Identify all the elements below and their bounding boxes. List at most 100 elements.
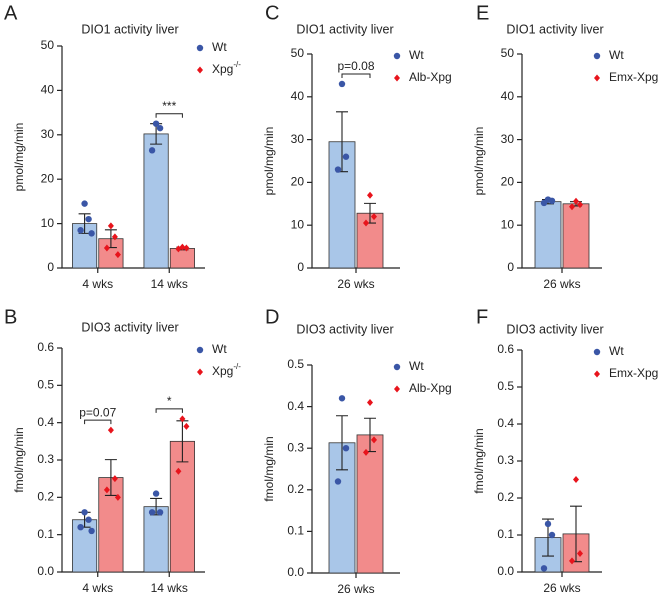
chart-title: DIO3 activity liver [81,320,178,334]
y-tick-label: 0 [47,260,54,274]
y-tick-label: 20 [41,171,55,185]
legend-superscript: -/- [233,60,241,69]
data-point [88,527,95,535]
legend-name: Wt [409,48,424,62]
legend-marker [593,348,601,356]
legend-label: Wt [409,48,424,62]
x-tick-label: 26 wks [337,277,374,291]
data-point [152,490,160,497]
data-point [179,415,186,423]
x-tick-label: 14 wks [151,581,188,595]
legend-marker [197,66,203,74]
chart-title: DIO1 activity liver [81,22,178,36]
data-point [103,244,110,252]
y-tick-label: 0 [507,260,514,274]
axes [521,54,602,269]
data-point [540,565,548,572]
y-tick-label: 0.5 [497,379,514,393]
data-point [334,166,342,173]
data-point [175,245,182,253]
data-point [342,445,350,452]
y-tick-label: 0.0 [37,564,54,578]
data-point [107,222,114,230]
legend-marker [394,74,400,82]
data-point [569,557,575,565]
data-point [338,80,346,88]
data-point [175,467,182,475]
y-tick-label: 10 [501,217,515,231]
error-bar [336,415,348,471]
y-tick-label: 40 [501,89,515,103]
x-tick-label: 26 wks [337,582,374,596]
data-point [77,524,84,531]
data-point [81,200,88,207]
y-tick-label: 0.1 [287,524,304,538]
y-tick-label: 50 [291,46,305,60]
y-tick-label: 0.5 [37,378,54,392]
panel-letter: D [265,306,279,328]
data-point [85,516,92,523]
data-point [183,244,190,252]
data-point [85,215,92,223]
data-point [103,486,110,494]
legend-name: Wt [409,359,424,373]
legend-name: Wt [609,344,624,358]
data-point [81,509,88,516]
y-tick-label: 10 [41,216,55,230]
legend-label: Wt [609,344,624,358]
data-point [367,191,373,199]
legend-name: Wt [212,342,227,356]
panel-letter: C [265,2,279,24]
y-tick-label: 0 [297,260,304,274]
annotation: p=0.08 [337,59,374,73]
y-tick-label: 10 [291,217,305,231]
data-point [371,213,377,221]
significance-bracket [155,113,183,118]
axes [311,365,400,574]
y-axis-label: pmol/mg/min [12,123,26,192]
y-tick-label: 0.3 [37,452,54,466]
legend-label: Wt [212,40,227,54]
annotation: *** [162,99,176,113]
data-point [363,219,369,227]
data-point [548,197,556,205]
x-tick-label: 4 wks [82,581,113,595]
y-tick-label: 0.4 [287,399,304,413]
legend-label: Alb-Xpg [409,381,452,395]
bar [143,133,169,269]
y-tick-label: 50 [501,46,515,60]
panel-letter: B [4,306,17,328]
legend-name: Emx-Xpg [609,366,658,380]
y-tick-label: 0.4 [37,415,54,429]
y-tick-label: 0.4 [497,416,514,430]
y-tick-label: 0.6 [497,342,514,356]
y-tick-label: 0.1 [37,527,54,541]
legend-label: Emx-Xpg [609,70,658,84]
y-tick-label: 0.3 [287,440,304,454]
legend-label: Wt [409,359,424,373]
legend-label: Xpg-/- [212,60,241,76]
x-tick-label: 26 wks [543,581,580,595]
panel-letter: E [476,2,489,24]
error-bar [104,459,117,497]
data-point [548,531,556,539]
y-tick-label: 0.0 [287,565,304,579]
annotation: p=0.07 [79,405,116,419]
data-point [338,395,346,402]
data-point [371,436,377,444]
bar [169,440,195,573]
legend-name: Wt [212,40,227,54]
chart-title: DIO3 activity liver [506,322,603,336]
data-point [367,398,373,406]
data-point [107,426,114,434]
chart-title: DIO3 activity liver [296,322,393,336]
y-tick-label: 0.2 [287,482,304,496]
bar [169,248,195,269]
legend-name: Xpg [212,364,233,378]
bar [534,201,562,269]
bar [356,434,384,574]
legend-label: Emx-Xpg [609,366,658,380]
panel-letter: A [4,2,18,24]
y-tick-label: 0.3 [497,453,514,467]
legend-label: Alb-Xpg [409,70,452,84]
